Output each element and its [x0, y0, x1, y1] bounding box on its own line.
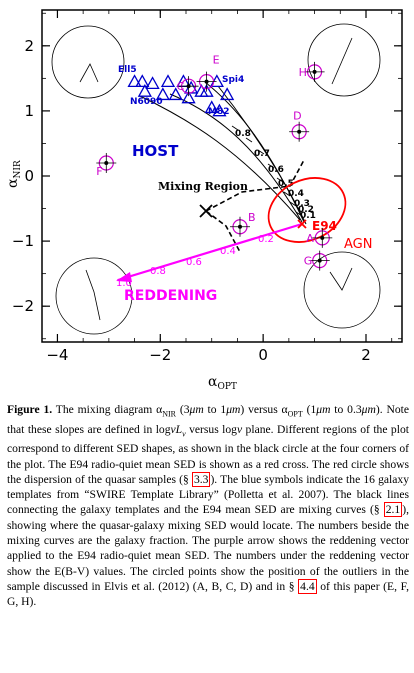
- ebv-label: 0.4: [220, 246, 236, 257]
- fraction-label: 0.4: [288, 189, 304, 199]
- galaxy-template-marker: [145, 76, 160, 90]
- galaxy-template-marker: [204, 100, 219, 114]
- fraction-label: 0.2: [298, 205, 314, 215]
- e94-label: E94: [312, 219, 337, 233]
- outlier-label: A: [306, 232, 314, 245]
- outlier-point: [238, 224, 242, 229]
- outlier-label: F: [96, 165, 102, 178]
- agn-region-label: AGN: [344, 237, 372, 252]
- section-ref-link[interactable]: 3.3: [191, 471, 211, 487]
- outlier-point: [317, 258, 322, 263]
- mixing-region-label: Mixing Region: [158, 180, 248, 193]
- mixing-diagram-chart: −4 −2 0 2 2 1 0 −1 −2 0.8 0.7 0.6 0.5 0.4 0.3 0.…: [5, 9, 403, 392]
- x-tick-label: −2: [149, 346, 171, 364]
- galaxy-template-marker: [160, 74, 176, 88]
- section-ref-link[interactable]: 4.4: [298, 578, 317, 594]
- fraction-label: 0.6: [268, 165, 284, 175]
- corner-circle-bottom-right: [303, 251, 381, 329]
- fraction-label: 0.1: [300, 211, 316, 221]
- galaxy-template-marker: [127, 74, 142, 88]
- ebv-label: 0.2: [258, 234, 274, 245]
- outlier-point: [104, 160, 109, 165]
- outlier-point: [186, 84, 191, 89]
- outlier-label: G: [304, 255, 313, 268]
- figure-caption: Figure 1. The mixing diagram αNIR (3μm t…: [7, 403, 410, 609]
- corner-circle-top-right: [307, 23, 381, 97]
- outlier-label: C: [177, 80, 185, 93]
- corner-circle-bottom-left: [55, 257, 133, 335]
- reddening-region-label: REDDENING: [124, 288, 217, 304]
- galaxy-label-spi4: Spi4: [222, 75, 244, 85]
- outlier-label: H: [299, 66, 307, 79]
- y-tick-label: 2: [24, 37, 34, 55]
- galaxy-template-marker: [168, 87, 183, 101]
- figure-label: Figure 1.: [7, 403, 53, 416]
- galaxy-template-marker: [155, 87, 170, 101]
- y-tick-label: 1: [24, 102, 34, 120]
- y-tick-label: −2: [12, 297, 34, 315]
- y-tick-label: 0: [24, 167, 34, 185]
- galaxy-label-m82: M82: [208, 107, 229, 117]
- galaxy-template-marker: [181, 90, 196, 104]
- fraction-label: 0.7: [254, 149, 270, 159]
- galaxy-template-marker: [137, 84, 152, 97]
- outlier-label: D: [293, 110, 301, 123]
- fraction-label: 0.5: [278, 179, 294, 189]
- axis-ticks: −4 −2 0 2 2 1 0 −1 −2: [12, 10, 402, 364]
- mixing-region-cross: [199, 204, 213, 218]
- outlier-label: B: [248, 211, 256, 224]
- agn-dispersion-ellipse: [267, 177, 347, 243]
- fraction-label: 0.8: [235, 129, 251, 139]
- reddening-ebv-labels: 0.2 0.4 0.6 0.8 1.0: [116, 234, 274, 289]
- host-region-label: HOST: [132, 142, 179, 160]
- fraction-label: 0.3: [294, 199, 310, 209]
- x-tick-label: −4: [46, 346, 68, 364]
- y-axis-label: αNIR: [5, 160, 23, 188]
- x-tick-label: 2: [361, 346, 371, 364]
- galaxy-label-n6090: N6090: [130, 97, 163, 107]
- mixing-region-boundary: [205, 159, 305, 212]
- x-axis-label: αOPT: [208, 374, 237, 392]
- corner-circle-top-left: [51, 25, 125, 99]
- outlier-points: A B C D E F G H: [96, 54, 333, 271]
- x-tick-label: 0: [258, 346, 268, 364]
- mixing-curve-marks: [231, 125, 303, 217]
- reddening-vector: [116, 222, 303, 282]
- ebv-label: 0.8: [150, 266, 166, 277]
- galaxy-labels: Ell5 N6090 Spi4 M82: [118, 65, 244, 117]
- galaxy-template-marker: [199, 84, 214, 97]
- section-ref-link[interactable]: 2.1: [383, 502, 403, 518]
- y-tick-label: −1: [12, 232, 34, 250]
- ebv-label: 1.0: [116, 278, 132, 289]
- outlier-point: [320, 235, 325, 240]
- galaxy-template-marker: [220, 87, 235, 101]
- outlier-point: [297, 129, 302, 134]
- galaxy-template-marker: [135, 74, 150, 88]
- galaxy-label-ell5: Ell5: [118, 65, 137, 75]
- outlier-point: [312, 69, 317, 74]
- outlier-point: [204, 79, 209, 84]
- ebv-label: 0.6: [186, 257, 202, 268]
- mixing-fraction-labels: 0.8 0.7 0.6 0.5 0.4 0.3 0.2 0.1: [235, 129, 316, 221]
- e94-mean-sed-cross: [297, 219, 307, 229]
- outlier-label: E: [213, 54, 220, 67]
- galaxy-template-marker: [212, 103, 227, 117]
